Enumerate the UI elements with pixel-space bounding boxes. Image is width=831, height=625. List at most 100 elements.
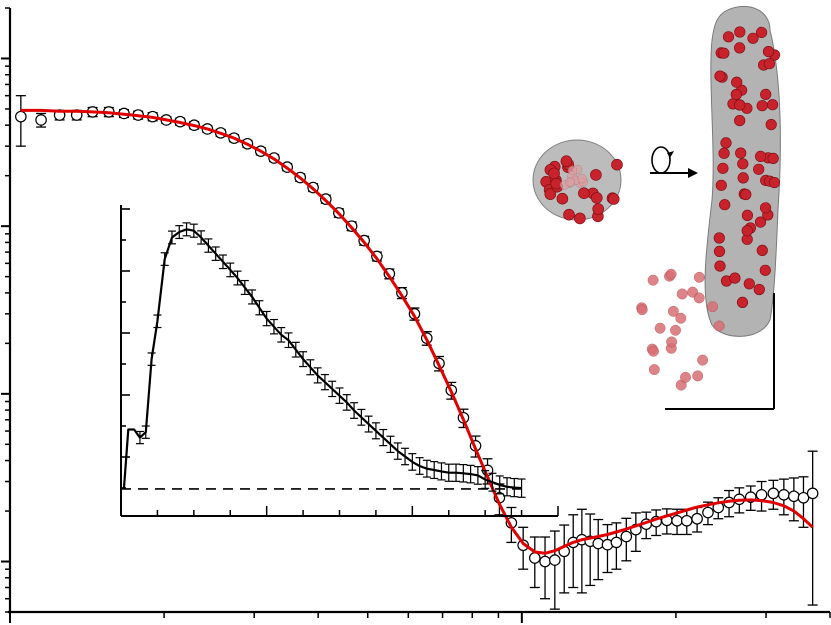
end-view-bead	[548, 167, 560, 180]
faded-bead	[648, 345, 659, 357]
side-view-bead	[717, 162, 729, 174]
side-view-bead	[737, 172, 749, 184]
faded-bead	[666, 336, 678, 348]
faded-bead	[665, 268, 677, 280]
faded-bead	[697, 354, 709, 366]
side-view-bead	[741, 225, 753, 237]
side-view-bead	[753, 163, 765, 175]
bead-model-illustration	[532, 5, 781, 410]
faded-bead	[654, 322, 666, 334]
side-view-bead	[754, 150, 767, 162]
main-data-point	[680, 514, 693, 527]
faded-bead	[676, 288, 688, 300]
end-view-bead	[590, 192, 603, 204]
side-view-bead	[713, 232, 725, 244]
faded-bead	[647, 274, 659, 286]
side-view-bead	[756, 244, 768, 256]
side-view-bead	[729, 272, 741, 284]
end-view-bead	[592, 203, 605, 215]
main-data-point	[671, 514, 683, 527]
end-view-bead	[563, 208, 575, 221]
side-view-bead	[731, 76, 743, 88]
main-data-point	[35, 114, 47, 126]
side-view-bead	[730, 88, 742, 101]
main-data-point	[702, 506, 714, 519]
side-view-bead	[762, 45, 775, 58]
side-view-bead	[718, 147, 730, 159]
side-view-bead	[714, 260, 726, 272]
end-view-bead	[574, 212, 586, 225]
end-view-inner-bead	[577, 173, 587, 184]
side-view-bead	[737, 158, 749, 170]
faded-bead	[636, 304, 648, 316]
faded-bead	[680, 371, 691, 383]
side-view-bead	[759, 202, 772, 214]
main-fit-curve	[20, 108, 814, 555]
end-view-bead	[607, 193, 620, 205]
side-view-bead	[713, 245, 726, 257]
side-view-bead	[741, 209, 754, 221]
side-view-bead	[733, 42, 746, 54]
main-data-point	[610, 536, 623, 549]
side-view-bead	[755, 26, 768, 39]
side-view-bead	[768, 177, 781, 189]
faded-bead	[693, 271, 705, 283]
faded-bead	[675, 312, 687, 324]
side-view-bead	[743, 278, 755, 290]
side-view-bead	[718, 47, 730, 59]
main-data-point	[539, 555, 551, 568]
faded-bead	[693, 292, 705, 304]
main-data-point	[620, 530, 633, 543]
main-scattering-chart	[1, 7, 831, 623]
end-view-bead	[556, 192, 569, 205]
faded-bead	[713, 320, 725, 332]
end-view-bead	[560, 155, 573, 167]
faded-bead	[707, 301, 719, 313]
side-view-bead	[747, 32, 759, 44]
end-view-inner-bead	[567, 165, 578, 176]
main-data-point	[797, 491, 810, 504]
side-view-bead	[734, 114, 746, 127]
end-view-bead	[611, 158, 623, 171]
faded-bead	[648, 364, 660, 376]
end-view-bead	[590, 169, 602, 181]
side-view-bead	[767, 152, 779, 164]
main-data-point	[788, 490, 800, 503]
faded-bead	[667, 305, 679, 317]
side-view-bead	[740, 188, 752, 201]
rotation-arrowhead	[667, 151, 674, 158]
side-view-bead	[760, 88, 772, 100]
main-data-point	[767, 487, 780, 500]
side-view-bead	[753, 283, 765, 296]
faded-bead	[692, 370, 704, 382]
main-data-point	[528, 552, 541, 564]
side-view-bead	[722, 31, 735, 43]
side-view-bead	[734, 99, 746, 111]
view-arrow-head	[688, 168, 698, 178]
side-view-bead	[736, 296, 749, 309]
side-view-bead	[720, 137, 732, 149]
inset-pair-distance-chart	[120, 205, 559, 517]
end-view-bead	[578, 187, 590, 199]
main-data-point	[806, 487, 819, 500]
main-data-point	[691, 512, 703, 525]
side-view-bead	[759, 264, 771, 276]
main-data-point	[15, 110, 27, 123]
side-view-bead	[765, 118, 777, 131]
end-view-bead	[544, 188, 557, 200]
side-view-bead	[756, 100, 768, 112]
main-data-point	[778, 488, 790, 501]
side-view-bead	[766, 99, 779, 111]
side-view-bead	[754, 216, 767, 228]
end-view-inner-bead	[565, 177, 576, 187]
side-view-bead	[735, 147, 747, 159]
main-data-point	[755, 488, 768, 501]
side-view-bead	[734, 26, 746, 38]
inset-pair-distance-curve	[122, 228, 522, 490]
main-data-point	[549, 554, 561, 566]
faded-bead	[670, 324, 681, 336]
rotation-symbol	[651, 146, 671, 174]
side-view-bead	[715, 179, 727, 191]
